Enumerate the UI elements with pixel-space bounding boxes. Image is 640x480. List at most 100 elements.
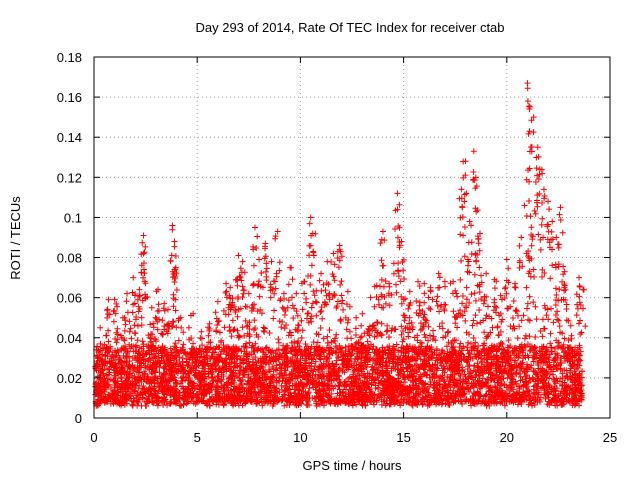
data-point — [552, 302, 559, 309]
data-point — [358, 322, 365, 329]
data-point — [556, 323, 563, 330]
data-point — [547, 340, 554, 347]
data-point — [554, 316, 561, 323]
data-point — [427, 306, 434, 313]
data-point — [305, 272, 312, 279]
data-point — [554, 308, 561, 315]
data-point — [457, 307, 464, 314]
data-point — [528, 242, 535, 249]
data-point — [430, 327, 437, 334]
data-point — [457, 276, 464, 283]
data-point — [317, 308, 324, 315]
data-point — [533, 316, 540, 323]
data-point — [114, 325, 121, 332]
data-point — [480, 300, 487, 307]
data-point — [502, 284, 509, 291]
data-point — [142, 294, 149, 301]
data-point — [458, 257, 465, 264]
data-point — [470, 363, 477, 370]
data-point — [547, 275, 554, 282]
data-point — [277, 297, 284, 304]
data-point — [547, 330, 554, 337]
data-point — [165, 306, 172, 313]
data-point — [313, 299, 320, 306]
data-point — [281, 312, 288, 319]
data-point — [532, 210, 539, 217]
data-point — [531, 207, 538, 214]
data-point — [445, 328, 452, 335]
data-point — [135, 322, 142, 329]
data-point — [294, 327, 301, 334]
data-point — [459, 293, 466, 300]
data-point — [266, 330, 273, 337]
data-point — [275, 339, 282, 346]
data-point — [462, 397, 469, 404]
data-point — [161, 323, 168, 330]
data-point — [461, 223, 468, 230]
data-point — [454, 293, 461, 300]
chart-title: Day 293 of 2014, Rate Of TEC Index for r… — [195, 20, 504, 35]
data-point — [461, 253, 468, 260]
data-point — [259, 402, 266, 409]
data-point — [512, 358, 519, 365]
data-point — [305, 310, 312, 317]
data-point — [510, 298, 517, 305]
data-point — [460, 232, 467, 239]
data-point — [131, 322, 138, 329]
data-point — [180, 341, 187, 348]
data-point — [127, 325, 134, 332]
data-point — [173, 287, 180, 294]
data-point — [134, 337, 141, 344]
data-point — [484, 303, 491, 310]
data-point — [378, 257, 385, 264]
data-point — [335, 264, 342, 271]
data-point — [470, 334, 477, 341]
data-point — [271, 307, 278, 314]
data-point — [553, 292, 560, 299]
data-point — [121, 327, 128, 334]
data-point — [465, 339, 472, 346]
data-point — [299, 306, 306, 313]
data-point — [179, 355, 186, 362]
data-point — [105, 338, 112, 345]
data-point — [468, 291, 475, 298]
data-point — [256, 293, 263, 300]
data-point — [289, 302, 296, 309]
data-point — [338, 278, 345, 285]
data-point — [335, 382, 342, 389]
data-point — [352, 325, 359, 332]
data-point — [563, 317, 570, 324]
data-point — [470, 317, 477, 324]
data-point — [514, 335, 521, 342]
data-point — [128, 335, 135, 342]
data-point — [408, 319, 415, 326]
data-point — [449, 337, 456, 344]
data-point — [298, 334, 305, 341]
data-point — [352, 331, 359, 338]
data-point — [383, 328, 390, 335]
data-point — [501, 285, 508, 292]
data-point — [173, 324, 180, 331]
data-point — [272, 285, 279, 292]
data-point — [325, 292, 332, 299]
data-point — [452, 320, 459, 327]
data-point — [275, 336, 282, 343]
data-point — [468, 250, 475, 257]
data-point — [523, 213, 530, 220]
data-point — [378, 304, 385, 311]
data-point — [190, 340, 197, 347]
data-point — [481, 329, 488, 336]
data-point — [531, 402, 538, 409]
data-point — [457, 340, 464, 347]
data-point — [462, 317, 469, 324]
data-point — [521, 202, 528, 209]
data-point — [552, 311, 559, 318]
data-point — [528, 224, 535, 231]
data-point — [104, 306, 111, 313]
data-point — [531, 274, 538, 281]
data-point — [273, 270, 280, 277]
data-point — [457, 231, 464, 238]
data-point — [568, 332, 575, 339]
data-point — [301, 290, 308, 297]
data-point — [277, 295, 284, 302]
